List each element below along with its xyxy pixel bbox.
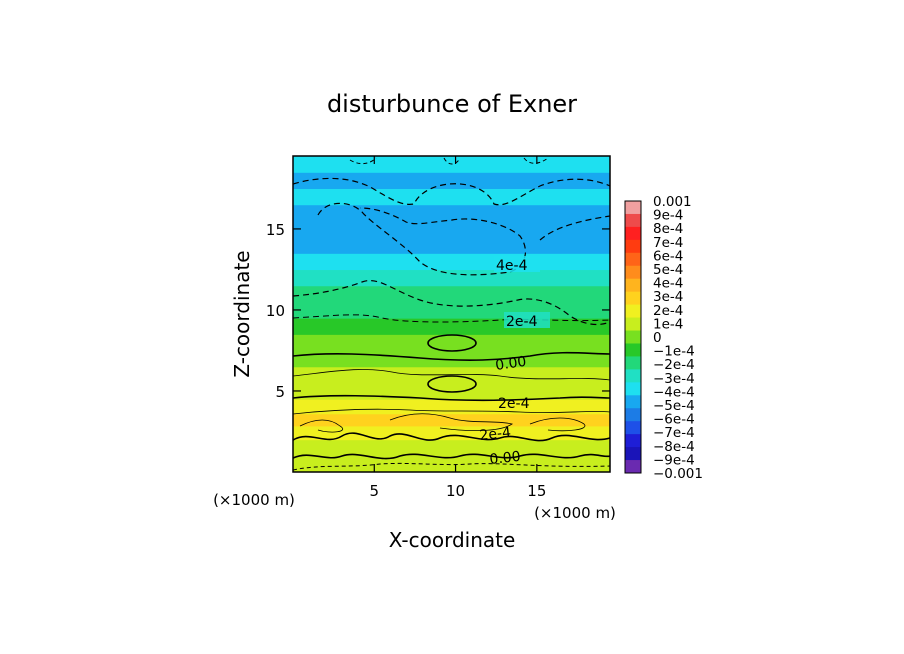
colorbar-label: −3e-4 [653,371,695,387]
field-band [293,301,610,319]
x-tick-label: 10 [446,482,465,500]
contour-line [293,408,610,415]
colorbar-label: 7e-4 [653,235,683,251]
field-band [293,439,610,457]
field-band [293,285,610,303]
field-band [293,425,610,441]
colorbar-swatch [625,213,641,228]
y-tick-label: 15 [266,221,285,239]
colorbar-label: 2e-4 [653,303,683,319]
colorbar-swatch [625,395,641,409]
contour-label: 2e-4 [506,314,538,330]
colorbar-swatch [625,356,641,370]
colorbar-swatch [625,291,641,306]
colorbar-swatch [625,278,641,293]
field-band [293,204,610,222]
colorbar-label: −0.001 [653,466,703,482]
contour-label: 2e-4 [498,396,530,412]
contour-line [293,453,610,460]
contour-line [317,202,527,276]
field-band [293,269,610,287]
colorbar-label: −9e-4 [653,452,695,468]
x-axis-label: X-coordinate [389,528,516,552]
contour-line [293,394,610,402]
colorbar-label: −4e-4 [653,384,695,400]
contour-labels: 4e-4 2e-4 0.00 2e-4 2e-4 0.00 [479,256,550,468]
colorbar-label: 3e-4 [653,289,683,305]
contour-line [299,413,586,433]
colorbar-swatch [625,317,641,332]
contour-line [293,280,610,326]
colorbar-swatch [625,421,641,435]
colorbar-swatch [625,201,641,215]
contour-label: 0.00 [494,354,527,374]
colorbar-swatch [625,434,641,448]
field-band [293,334,610,352]
field-band [293,220,610,238]
colorbar-label: −7e-4 [653,425,695,441]
colorbar-swatch [625,226,641,241]
field-band [293,237,610,254]
contour-line [539,215,610,241]
contour-label: 0.00 [489,449,522,468]
contour-line [293,369,610,381]
colorbar-frame [624,200,642,474]
x-unit-label: (×1000 m) [213,491,295,509]
y-tick-label: 5 [275,383,285,401]
colorbar-swatch [625,408,641,422]
colorbar-label: 1e-4 [653,316,683,332]
colorbar-swatch [625,382,641,396]
contour-line [349,157,549,165]
field-band [293,172,610,190]
colorbar-label: −2e-4 [653,357,695,373]
colorbar-label: −5e-4 [653,398,695,414]
field-band [293,399,610,415]
field-band [293,413,610,427]
colorbar-swatch [625,252,641,267]
x-tick-label: 5 [370,482,380,500]
contour-line [293,432,610,442]
colorbar-label: −6e-4 [653,412,695,428]
contour-line [293,462,610,471]
z-unit-label: (×1000 m) [534,504,616,522]
contour-line [427,334,477,352]
colorbar-swatch [625,460,641,474]
colorbar-swatch [625,304,641,319]
colorbar-label: −1e-4 [653,344,695,360]
colorbar-label: 9e-4 [653,208,683,224]
colorbar-swatch [625,369,641,383]
colorbar-label: 0.001 [653,194,692,210]
contour-label: 2e-4 [479,425,512,444]
field-band [293,366,610,384]
contour-label: 4e-4 [496,258,528,274]
contour-line [427,375,477,393]
field-band [293,253,610,271]
colorbar-label: 8e-4 [653,221,683,237]
heatmap-field [293,156,610,472]
field-band [293,188,610,206]
colorbar-label: 6e-4 [653,248,683,264]
contour-line [293,314,610,323]
y-axis-label: Z-coordinate [230,250,254,377]
axes: 5 10 15 5 10 15 [266,156,610,500]
colorbar-label: 0 [653,330,662,346]
colorbar-label: −8e-4 [653,439,695,455]
colorbar-swatch [625,330,641,344]
colorbar-swatch [625,447,641,461]
colorbar-label: 5e-4 [653,262,683,278]
colorbar-swatch [625,265,641,280]
contour-line [293,351,610,361]
colorbar-swatch [625,343,641,357]
field-band [293,455,610,472]
x-tick-label: 15 [527,482,546,500]
colorbar-swatch [625,239,641,254]
plot-frame [292,155,611,473]
y-tick-label: 10 [266,302,285,320]
contour-lines [293,157,610,471]
colorbar: 0.0019e-48e-47e-46e-45e-44e-43e-42e-41e-… [624,194,703,482]
chart-title: disturbunce of Exner [327,90,577,118]
colorbar-label: 4e-4 [653,276,683,292]
